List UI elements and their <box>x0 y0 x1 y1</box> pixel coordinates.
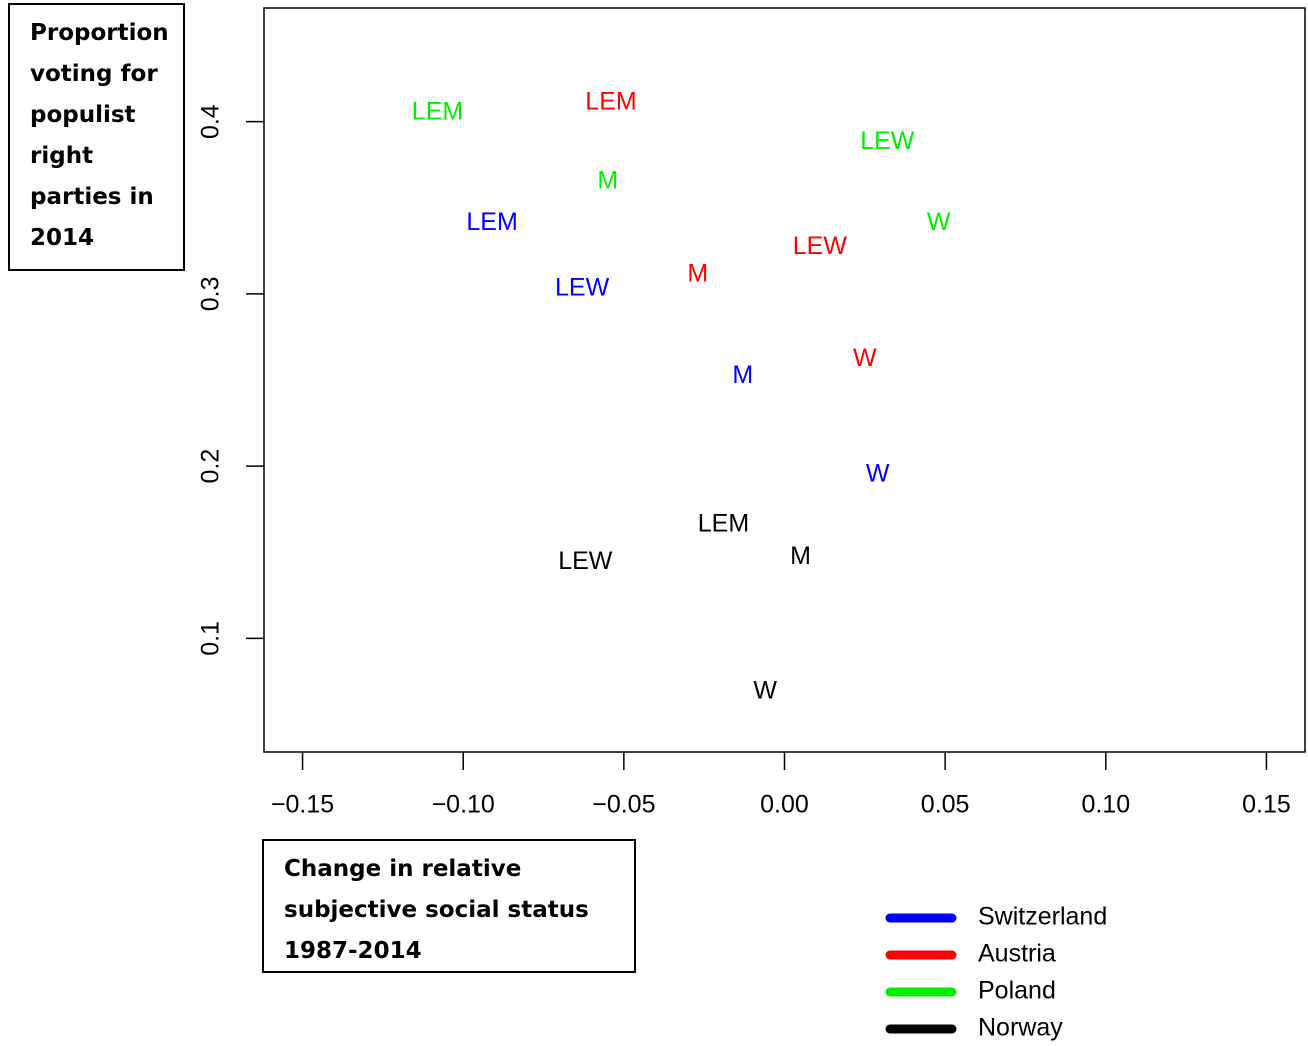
x-tick-label: −0.15 <box>271 791 334 819</box>
x-tick-label: −0.05 <box>592 791 655 819</box>
point-label: W <box>866 459 890 487</box>
x-tick-label: −0.10 <box>432 791 495 819</box>
y-axis-label: Proportion voting for populist right par… <box>8 3 185 271</box>
point-label: M <box>597 167 618 195</box>
point-label: W <box>753 676 777 704</box>
point-label: M <box>790 542 811 570</box>
point-label: LEW <box>555 273 610 301</box>
point-label: M <box>687 260 708 288</box>
y-tick-label: 0.4 <box>197 104 225 139</box>
y-tick-label: 0.2 <box>197 449 225 484</box>
point-label: M <box>732 361 753 389</box>
x-axis-label: Change in relative subjective social sta… <box>262 839 636 973</box>
legend-label: Norway <box>978 1014 1063 1042</box>
point-label: W <box>927 208 951 236</box>
legend-label: Switzerland <box>978 903 1107 931</box>
legend-label: Austria <box>978 940 1056 968</box>
x-tick-label: 0.15 <box>1242 791 1291 819</box>
point-label: LEM <box>412 98 463 126</box>
point-label: LEW <box>793 232 848 260</box>
point-label: LEM <box>466 208 517 236</box>
x-tick-label: 0.00 <box>760 791 809 819</box>
point-label: W <box>853 344 877 372</box>
legend-label: Poland <box>978 977 1056 1005</box>
point-label: LEM <box>585 87 636 115</box>
point-label: LEW <box>860 127 915 155</box>
x-tick-label: 0.05 <box>921 791 970 819</box>
x-tick-label: 0.10 <box>1081 791 1130 819</box>
point-label: LEM <box>698 509 749 537</box>
point-label: LEW <box>558 547 613 575</box>
y-tick-label: 0.1 <box>197 621 225 656</box>
y-tick-label: 0.3 <box>197 277 225 312</box>
